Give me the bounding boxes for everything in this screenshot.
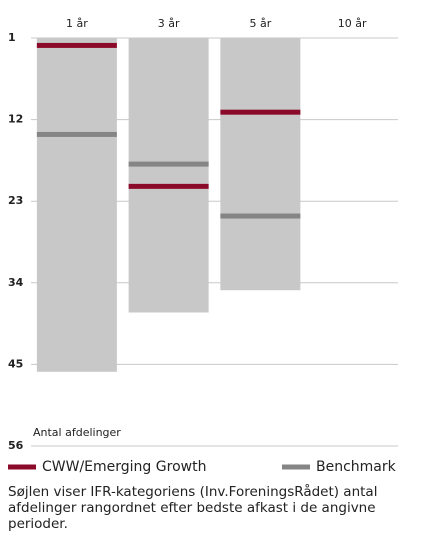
y-axis-label: Antal afdelinger bbox=[33, 426, 121, 439]
chart: Antal afdelinger 1 12 23 34 45 56 1 år 3 år 5 år… bbox=[8, 17, 398, 475]
footnote: Søjlen viser IFR-kategoriens (Inv.Foreni… bbox=[8, 484, 378, 532]
x-category-label: 1 år bbox=[66, 17, 88, 30]
y-tick-label: 45 bbox=[8, 357, 23, 370]
x-category-label: 3 år bbox=[158, 17, 180, 30]
rank-marker bbox=[128, 161, 209, 167]
y-tick-label: 56 bbox=[8, 439, 24, 452]
category-bar bbox=[36, 38, 117, 372]
rank-marker bbox=[36, 131, 117, 137]
y-tick-label: 34 bbox=[8, 276, 24, 289]
y-tick-label: 23 bbox=[8, 194, 23, 207]
rank-marker bbox=[220, 109, 301, 115]
legend-label: Benchmark bbox=[316, 459, 397, 475]
legend-swatch bbox=[8, 464, 36, 470]
x-category-label: 5 år bbox=[249, 17, 271, 30]
y-tick-label: 1 bbox=[8, 31, 16, 44]
rank-marker bbox=[36, 42, 117, 48]
category-bar bbox=[220, 38, 301, 291]
category-bar bbox=[128, 38, 209, 313]
legend-label: CWW/Emerging Growth bbox=[42, 459, 206, 475]
legend-swatch bbox=[282, 464, 310, 470]
rank-marker bbox=[220, 213, 301, 219]
y-tick-label: 12 bbox=[8, 113, 23, 126]
x-category-label: 10 år bbox=[338, 17, 367, 30]
rank-marker bbox=[128, 183, 209, 189]
